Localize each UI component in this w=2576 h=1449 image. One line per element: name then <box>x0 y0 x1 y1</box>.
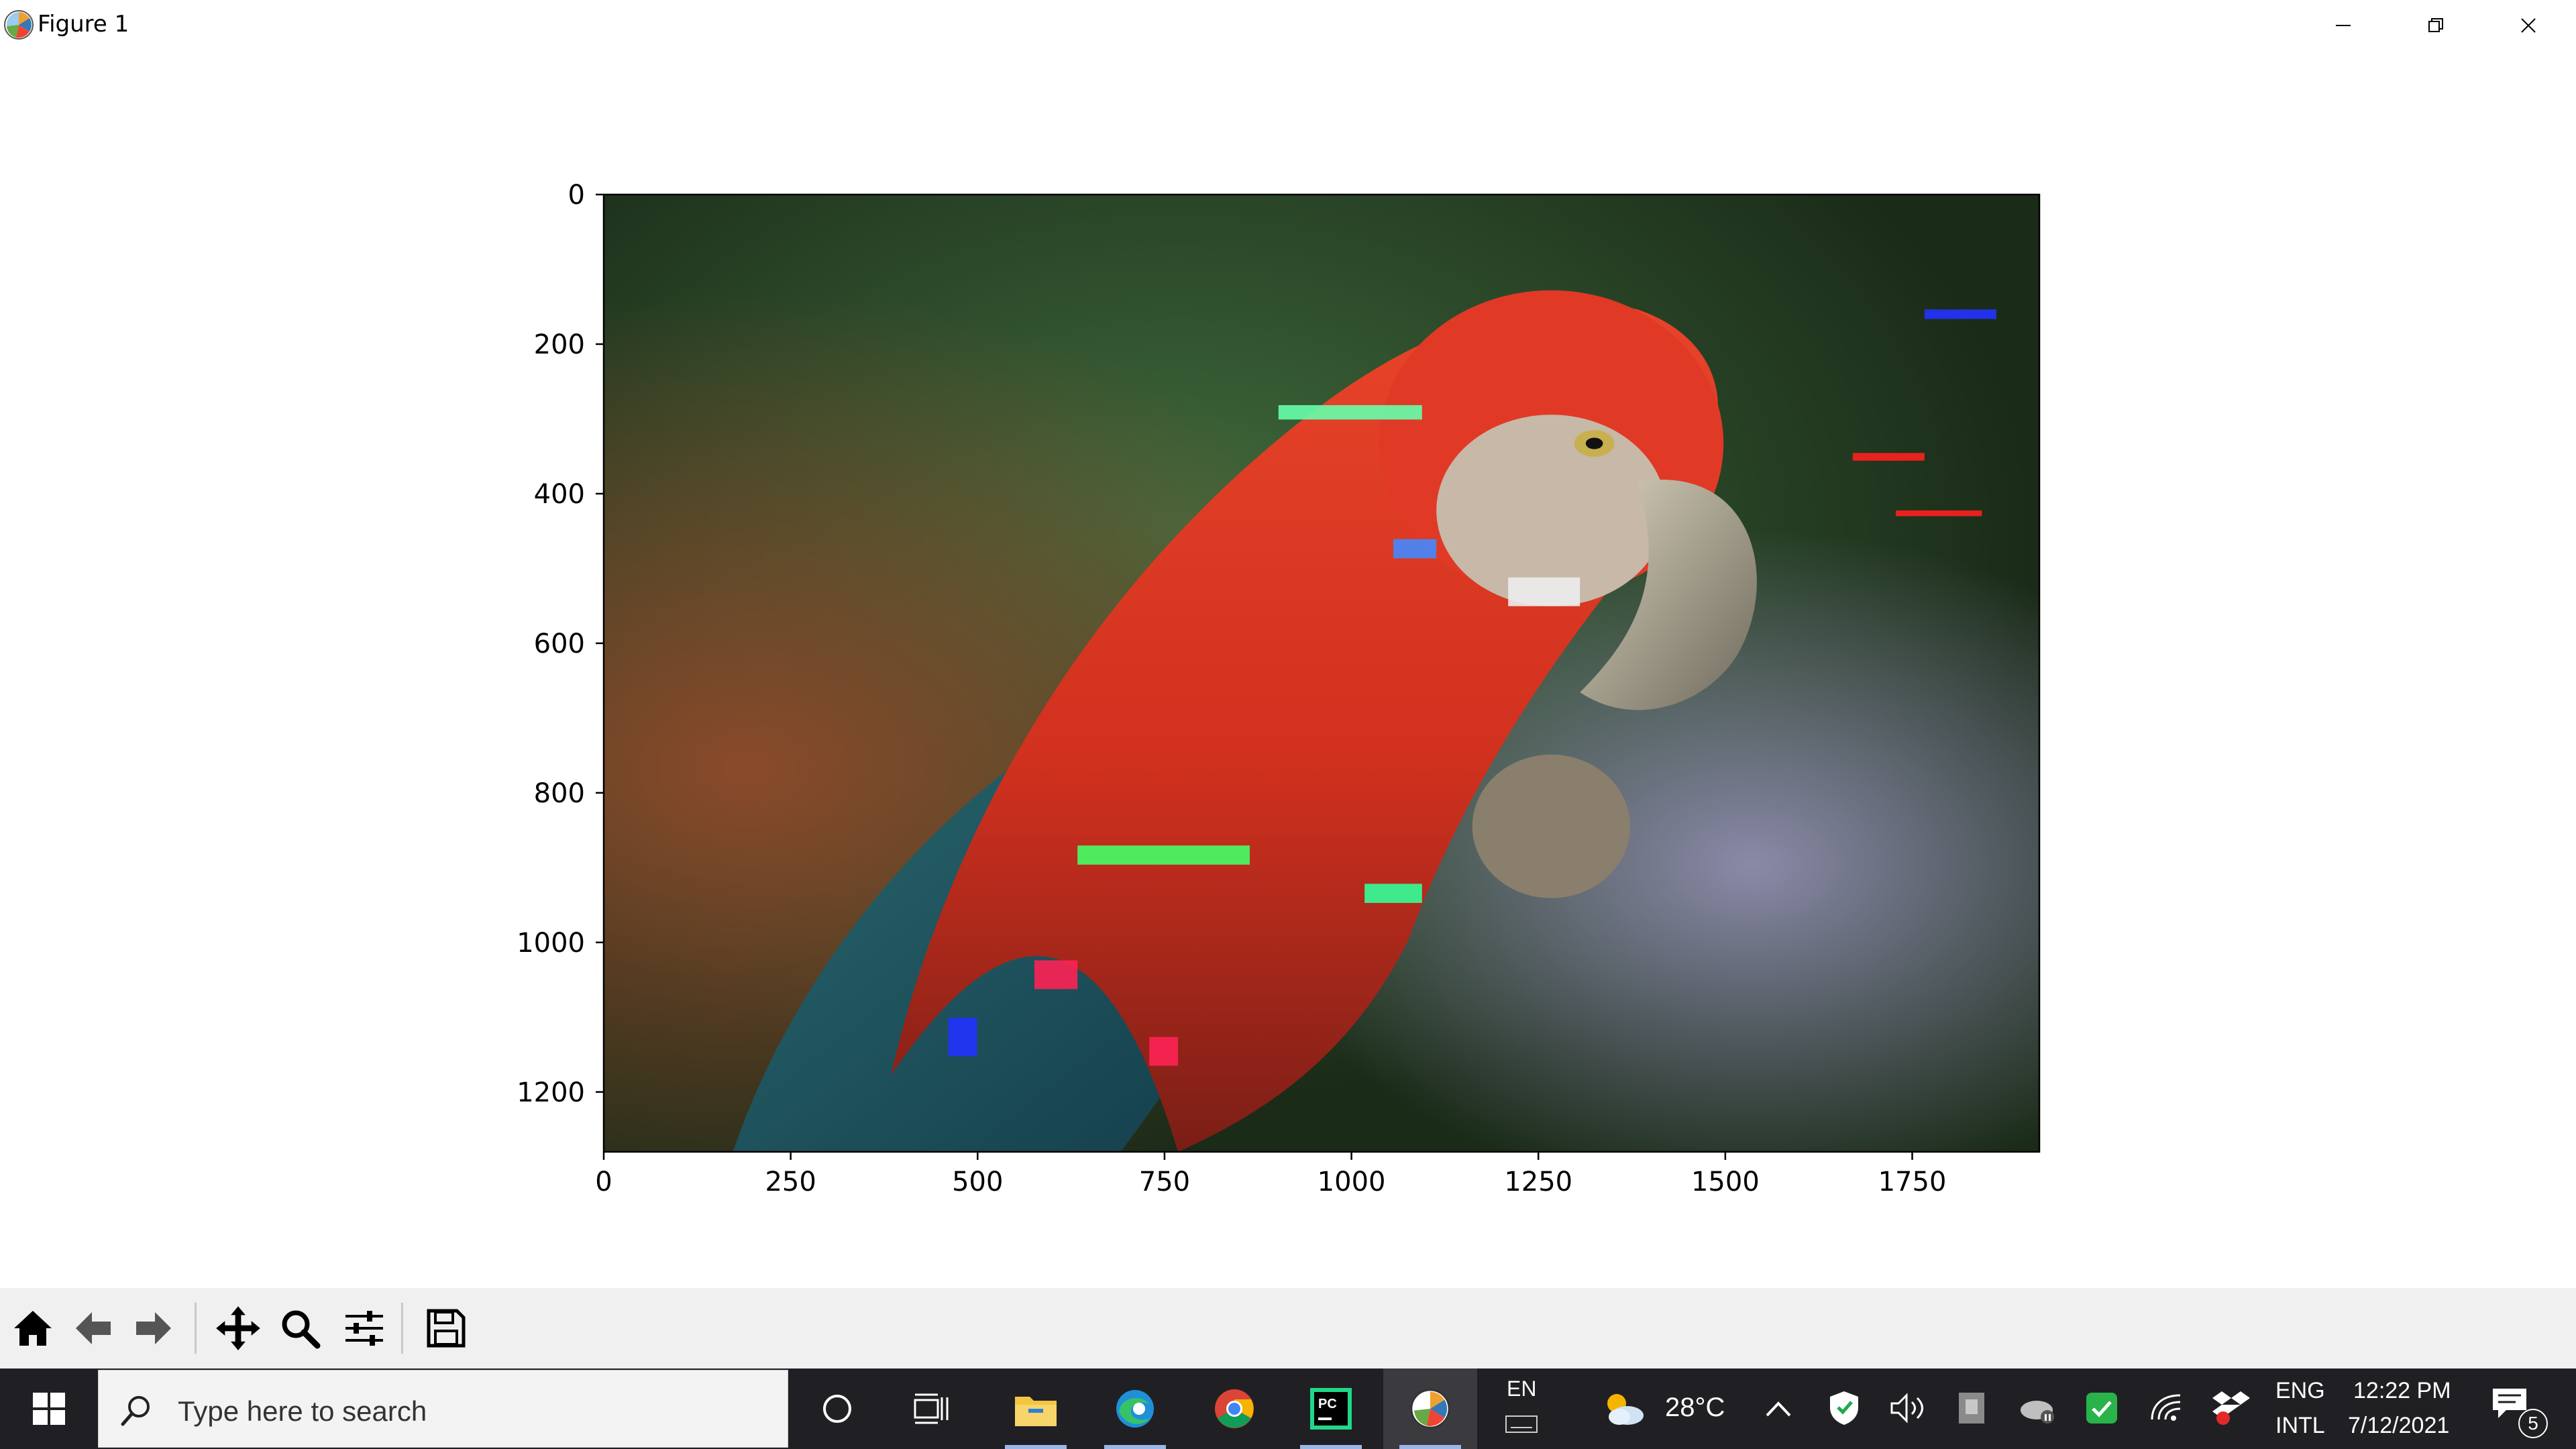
edge-icon <box>1116 1390 1154 1428</box>
x-tick-label: 750 <box>1139 1167 1190 1197</box>
security-shield-icon[interactable] <box>1827 1390 1861 1426</box>
x-tick-label: 250 <box>765 1167 816 1197</box>
plotted-image <box>604 195 2039 1152</box>
usb-device-icon[interactable] <box>1956 1390 1987 1426</box>
matplotlib-app-icon <box>4 10 34 40</box>
cortana-icon <box>823 1395 851 1423</box>
search-input[interactable]: Type here to search <box>178 1395 427 1427</box>
y-tick-label: 600 <box>534 629 585 659</box>
weather-partly-cloudy-icon[interactable] <box>1601 1389 1646 1429</box>
security-check-icon[interactable] <box>2084 1390 2120 1426</box>
x-tick-label: 1750 <box>1878 1167 1947 1197</box>
save-button[interactable] <box>419 1301 474 1356</box>
matplotlib-icon <box>1410 1389 1450 1429</box>
file-explorer-button[interactable] <box>989 1368 1083 1449</box>
cortana-button[interactable] <box>790 1368 884 1449</box>
pycharm-button[interactable]: PC <box>1284 1368 1378 1449</box>
y-tick-label: 1000 <box>517 928 585 959</box>
close-button[interactable] <box>2482 0 2575 50</box>
running-indicator <box>1005 1445 1067 1449</box>
volume-icon[interactable] <box>1889 1391 1927 1425</box>
minimize-button[interactable] <box>2297 0 2390 50</box>
forward-icon <box>136 1312 171 1344</box>
running-indicator <box>1104 1445 1166 1449</box>
wifi-icon[interactable] <box>2149 1391 2186 1425</box>
parrot-figure <box>733 290 1996 1152</box>
navigation-toolbar <box>0 1288 2576 1368</box>
x-axis: 0 250 500 750 1000 1250 1500 1750 <box>595 1152 1946 1197</box>
chrome-button[interactable] <box>1187 1368 1281 1449</box>
x-tick-label: 1000 <box>1318 1167 1386 1197</box>
svg-text:PC: PC <box>1318 1397 1337 1411</box>
toolbar-separator <box>401 1303 403 1354</box>
search-icon <box>121 1396 150 1426</box>
configure-subplots-button[interactable] <box>337 1301 392 1356</box>
chevron-up-icon[interactable] <box>1763 1395 1794 1422</box>
task-view-icon <box>914 1393 949 1424</box>
edge-button[interactable] <box>1088 1368 1182 1449</box>
windows-logo-icon <box>33 1393 65 1425</box>
home-icon <box>14 1311 52 1346</box>
x-tick-label: 0 <box>595 1167 612 1197</box>
notification-center-button[interactable]: 5 <box>2489 1383 2556 1438</box>
dropbox-icon[interactable] <box>2211 1387 2251 1426</box>
clock-time[interactable]: 12:22 PM <box>2353 1378 2451 1403</box>
running-indicator <box>1399 1445 1461 1449</box>
home-button[interactable] <box>5 1301 60 1356</box>
pycharm-icon: PC <box>1310 1388 1352 1430</box>
figure-canvas[interactable]: 0 250 500 750 1000 1250 1500 1750 0 200 400 600 800… <box>0 50 2576 1288</box>
restore-button[interactable] <box>2390 0 2482 50</box>
input-language[interactable]: EN <box>1507 1377 1537 1401</box>
window-title: Figure 1 <box>38 11 129 38</box>
start-button[interactable] <box>0 1368 98 1449</box>
x-tick-label: 1500 <box>1691 1167 1760 1197</box>
keyboard-icon <box>1505 1415 1538 1433</box>
restore-icon <box>2428 17 2443 32</box>
y-tick-label: 400 <box>534 479 585 510</box>
clock-date[interactable]: 7/12/2021 <box>2348 1413 2450 1438</box>
weather-temperature[interactable]: 28°C <box>1665 1393 1725 1422</box>
matplotlib-taskbar-button[interactable] <box>1383 1368 1477 1449</box>
pan-icon <box>216 1306 260 1350</box>
running-indicator <box>1300 1445 1362 1449</box>
close-icon <box>2521 17 2536 33</box>
x-tick-label: 500 <box>952 1167 1003 1197</box>
taskbar: Type here to search <box>0 1368 2576 1449</box>
language-line2[interactable]: INTL <box>2275 1413 2325 1438</box>
y-axis: 0 200 400 600 800 1000 1200 <box>517 180 604 1108</box>
notification-count-badge: 5 <box>2518 1409 2548 1438</box>
y-tick-label: 800 <box>534 778 585 809</box>
y-tick-label: 1200 <box>517 1077 585 1108</box>
back-button[interactable] <box>66 1301 121 1356</box>
notification-icon <box>2493 1389 2526 1418</box>
configure-subplots-icon <box>345 1311 383 1346</box>
minimize-icon <box>2336 24 2351 26</box>
task-view-button[interactable] <box>884 1368 978 1449</box>
save-icon <box>427 1309 466 1348</box>
language-line1[interactable]: ENG <box>2275 1378 2325 1403</box>
toolbar-separator <box>195 1303 197 1354</box>
search-box[interactable]: Type here to search <box>98 1370 788 1448</box>
y-tick-label: 200 <box>534 329 585 360</box>
folder-icon <box>1015 1397 1057 1426</box>
y-tick-label: 0 <box>568 180 585 211</box>
chrome-icon <box>1215 1389 1254 1428</box>
onedrive-cloud-icon[interactable] <box>2017 1391 2058 1425</box>
forward-button[interactable] <box>126 1301 181 1356</box>
x-tick-label: 1250 <box>1504 1167 1572 1197</box>
axes-frame <box>602 193 2041 1153</box>
zoom-icon <box>282 1310 321 1349</box>
pan-button[interactable] <box>211 1301 266 1356</box>
plot-area: 0 250 500 750 1000 1250 1500 1750 0 200 400 600 800… <box>517 180 2041 1197</box>
zoom-button[interactable] <box>272 1301 327 1356</box>
title-bar: Figure 1 <box>0 0 2576 50</box>
back-icon <box>76 1312 111 1344</box>
